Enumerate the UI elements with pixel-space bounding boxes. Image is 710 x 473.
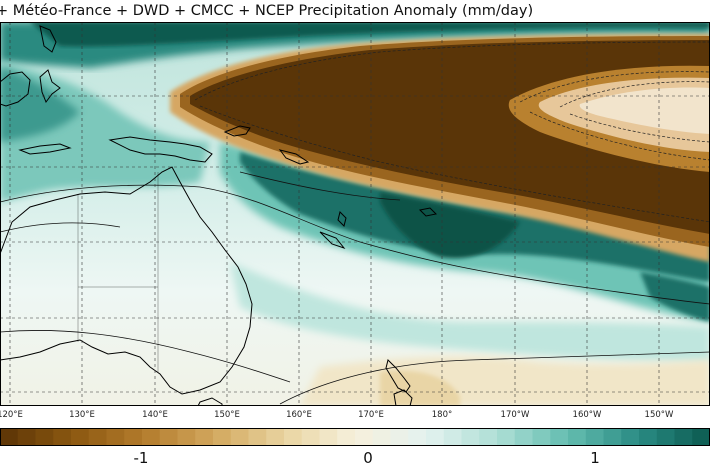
solid-contours bbox=[0, 171, 710, 405]
colorbar-segment bbox=[532, 428, 551, 446]
colorbar-segment bbox=[426, 428, 445, 446]
colorbar-segment bbox=[550, 428, 569, 446]
state-borders bbox=[77, 172, 159, 372]
lon-label: 180° bbox=[431, 410, 453, 420]
australia-outline bbox=[0, 166, 253, 395]
colorbar-segment bbox=[35, 428, 54, 446]
colorbar-segment bbox=[497, 428, 516, 446]
lon-label: 120°E bbox=[0, 410, 23, 420]
colorbar-segment bbox=[177, 428, 196, 446]
colorbar-segment bbox=[461, 428, 480, 446]
colorbar-segment bbox=[674, 428, 693, 446]
new-guinea-outline bbox=[108, 136, 213, 163]
borneo-outline bbox=[0, 71, 31, 107]
philippines-outline bbox=[39, 25, 57, 53]
colorbar-segment bbox=[568, 428, 587, 446]
dry-south bbox=[300, 356, 710, 406]
colorbar-segment bbox=[106, 428, 125, 446]
colorbar-segment bbox=[53, 428, 72, 446]
colorbar-segment bbox=[284, 428, 303, 446]
sulawesi-outline bbox=[39, 69, 61, 104]
wet-band-north-core bbox=[30, 22, 710, 47]
colorbar-segment bbox=[266, 428, 285, 446]
longitude-axis-labels: 120°E 130°E 140°E 150°E 160°E 170°E 180°… bbox=[0, 410, 710, 424]
lon-label: 150°E bbox=[214, 410, 240, 420]
precipitation-anomaly-map bbox=[0, 22, 710, 406]
colorbar-segment bbox=[692, 428, 710, 446]
colorbar-segment bbox=[319, 428, 338, 446]
timor-outline bbox=[18, 143, 72, 155]
colorbar-segment bbox=[142, 428, 161, 446]
colorbar-segment bbox=[639, 428, 658, 446]
wet-maritime-core bbox=[0, 67, 80, 142]
colorbar-segment bbox=[656, 428, 676, 446]
colorbar bbox=[0, 428, 710, 446]
colorbar-segment bbox=[230, 428, 250, 446]
wet-east-patch bbox=[640, 272, 710, 322]
dry-south-nz bbox=[380, 370, 460, 406]
lon-label: 160°W bbox=[572, 410, 602, 420]
dry-contours bbox=[194, 41, 710, 223]
lon-label: 150°W bbox=[644, 410, 674, 420]
colorbar-tick: 1 bbox=[590, 449, 600, 467]
colorbar-segment bbox=[408, 428, 427, 446]
colorbar-segment bbox=[390, 428, 409, 446]
dry-tongue-inner-east-lightest bbox=[579, 87, 710, 134]
solomon-islands-outline bbox=[278, 149, 310, 165]
colorbar-segment bbox=[88, 428, 108, 446]
lon-label: 170°W bbox=[500, 410, 530, 420]
colorbar-tick: 0 bbox=[363, 449, 373, 467]
colorbar-segment bbox=[585, 428, 605, 446]
colorbar-segment bbox=[17, 428, 37, 446]
colorbar-segment bbox=[0, 428, 19, 446]
lon-label: 170°E bbox=[358, 410, 384, 420]
wet-south bbox=[230, 262, 710, 362]
vanuatu-outline bbox=[337, 211, 347, 227]
colorbar-segment bbox=[195, 428, 214, 446]
colorbar-segment bbox=[337, 428, 356, 446]
colorbar-segment bbox=[71, 428, 90, 446]
fiji-outline bbox=[418, 207, 438, 217]
lon-label: 130°E bbox=[69, 410, 95, 420]
lon-label: 140°E bbox=[142, 410, 168, 420]
wet-spcz-darkest bbox=[380, 192, 520, 259]
lon-label: 160°E bbox=[286, 410, 312, 420]
map-title: + Météo-France + DWD + CMCC + NCEP Preci… bbox=[0, 3, 534, 19]
new-britain-outline bbox=[223, 125, 251, 137]
colorbar-segment bbox=[159, 428, 179, 446]
colorbar-segment bbox=[443, 428, 463, 446]
colorbar-segment bbox=[355, 428, 374, 446]
new-zealand-south-outline bbox=[393, 389, 413, 406]
colorbar-tick: -1 bbox=[133, 449, 149, 467]
colorbar-segment bbox=[213, 428, 232, 446]
colorbar-segment bbox=[603, 428, 622, 446]
colorbar-segment bbox=[479, 428, 498, 446]
colorbar-segment bbox=[248, 428, 267, 446]
new-caledonia-outline bbox=[319, 231, 346, 250]
colorbar-segment bbox=[372, 428, 392, 446]
colorbar-segment bbox=[514, 428, 534, 446]
colorbar-ticks: -1 0 1 bbox=[0, 446, 710, 470]
colorbar-segment bbox=[301, 428, 321, 446]
lat-lon-grid bbox=[0, 22, 710, 406]
colorbar-segment bbox=[621, 428, 640, 446]
colorbar-segment bbox=[124, 428, 143, 446]
